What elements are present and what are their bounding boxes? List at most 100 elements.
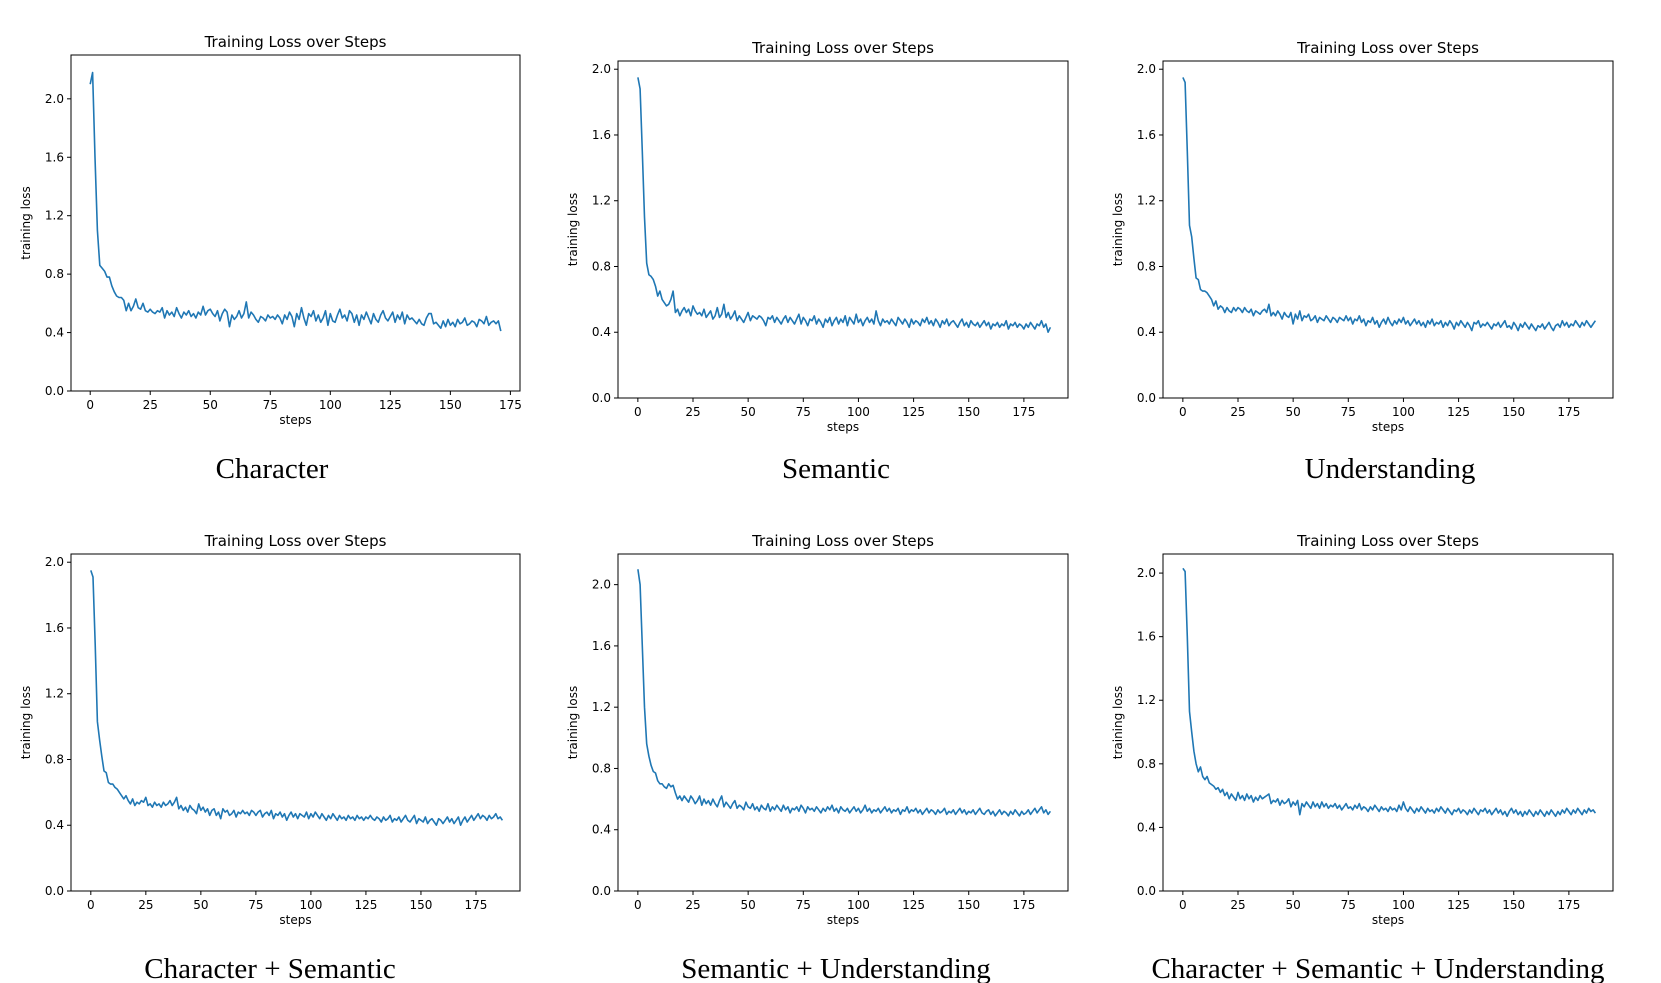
chart-panel-2: Training Loss over Steps 0 25 50 75 100 125 150… — [566, 39, 1069, 485]
x-tick-label: 150 — [1502, 405, 1525, 419]
x-tick-label: 100 — [847, 405, 870, 419]
y-tick-label: 2.0 — [592, 578, 611, 592]
y-tick-label: 2.0 — [45, 92, 64, 106]
x-tick-label: 100 — [1392, 405, 1415, 419]
plot-title: Training Loss over Steps — [204, 33, 387, 51]
x-tick-label: 0 — [1179, 405, 1187, 419]
x-tick-label: 125 — [1447, 898, 1470, 912]
plot-title: Training Loss over Steps — [751, 39, 934, 57]
x-tick-label: 75 — [1341, 898, 1356, 912]
x-tick-label: 50 — [741, 898, 756, 912]
series-line — [89, 71, 502, 332]
y-tick-label: 1.6 — [45, 150, 64, 164]
x-tick-label: 125 — [354, 898, 377, 912]
y-tick-label: 2.0 — [1137, 566, 1156, 580]
y-tick-label: 1.2 — [45, 687, 64, 701]
x-tick-label: 50 — [741, 405, 756, 419]
chart-panel-3: Training Loss over Steps 0 25 50 75 100 125 150… — [1111, 39, 1614, 485]
x-tick-label: 25 — [1230, 898, 1245, 912]
y-axis-label: training loss — [566, 193, 580, 266]
panel-caption: Character + Semantic + Understanding — [1151, 953, 1604, 983]
x-tick-label: 0 — [634, 898, 642, 912]
series-line — [1182, 77, 1597, 332]
y-tick-label: 1.6 — [1137, 128, 1156, 142]
x-tick-label: 25 — [685, 405, 700, 419]
series-line — [637, 569, 1052, 817]
y-tick-label: 0.4 — [592, 823, 611, 837]
panel-caption: Semantic + Understanding — [681, 953, 991, 983]
x-tick-label: 50 — [203, 398, 218, 412]
panel-caption: Character + Semantic — [144, 953, 395, 983]
x-tick-label: 75 — [263, 398, 278, 412]
x-tick-label: 25 — [143, 398, 158, 412]
plot-title: Training Loss over Steps — [204, 532, 387, 550]
x-tick-label: 125 — [902, 405, 925, 419]
x-tick-label: 0 — [1179, 898, 1187, 912]
y-axis-label: training loss — [566, 686, 580, 759]
y-tick-label: 0.0 — [592, 391, 611, 405]
y-tick-label: 2.0 — [1137, 62, 1156, 76]
y-tick-label: 0.4 — [592, 325, 611, 339]
y-tick-label: 0.4 — [45, 326, 64, 340]
y-tick-label: 0.4 — [1137, 325, 1156, 339]
series-line — [90, 570, 504, 827]
x-tick-label: 0 — [86, 398, 94, 412]
plot-frame — [1162, 60, 1614, 399]
x-axis-label: steps — [1372, 913, 1404, 927]
x-tick-label: 125 — [379, 398, 402, 412]
y-tick-label: 1.6 — [1137, 630, 1156, 644]
chart-panel-1: Training Loss over Steps 0 25 50 75 100 125 150… — [19, 33, 522, 485]
plot-title: Training Loss over Steps — [1296, 532, 1479, 550]
series-line — [637, 77, 1052, 334]
y-tick-label: 0.0 — [45, 884, 64, 898]
y-tick-label: 1.2 — [45, 209, 64, 223]
x-axis-label: steps — [827, 420, 859, 434]
x-tick-label: 50 — [1286, 898, 1301, 912]
panel-caption: Semantic — [782, 453, 890, 485]
y-tick-label: 1.2 — [1137, 693, 1156, 707]
panel-caption: Character — [216, 453, 329, 485]
x-tick-label: 50 — [1286, 405, 1301, 419]
x-tick-label: 75 — [248, 898, 263, 912]
y-tick-label: 0.4 — [45, 818, 64, 832]
x-tick-label: 25 — [685, 898, 700, 912]
x-tick-label: 75 — [796, 405, 811, 419]
x-tick-label: 75 — [796, 898, 811, 912]
y-tick-label: 2.0 — [592, 62, 611, 76]
x-tick-label: 175 — [499, 398, 522, 412]
plot-frame — [617, 60, 1069, 399]
x-tick-label: 150 — [957, 405, 980, 419]
x-axis-label: steps — [279, 913, 311, 927]
chart-panel-6: Training Loss over Steps 0 25 50 75 100 125 150… — [1111, 532, 1614, 983]
y-axis-label: training loss — [19, 186, 33, 259]
y-tick-label: 0.8 — [45, 752, 64, 766]
y-axis-label: training loss — [1111, 686, 1125, 759]
x-tick-label: 150 — [957, 898, 980, 912]
panel-caption: Understanding — [1305, 453, 1476, 485]
y-tick-label: 1.6 — [592, 639, 611, 653]
y-tick-label: 0.8 — [592, 259, 611, 273]
x-tick-label: 25 — [138, 898, 153, 912]
y-tick-label: 1.2 — [592, 194, 611, 208]
x-tick-label: 175 — [1557, 405, 1580, 419]
x-tick-label: 175 — [1012, 898, 1035, 912]
x-axis-label: steps — [827, 913, 859, 927]
plot-title: Training Loss over Steps — [1296, 39, 1479, 57]
x-tick-label: 150 — [1502, 898, 1525, 912]
x-tick-label: 100 — [319, 398, 342, 412]
x-tick-label: 175 — [1557, 898, 1580, 912]
x-axis-label: steps — [1372, 420, 1404, 434]
y-tick-label: 1.6 — [45, 621, 64, 635]
y-tick-label: 0.0 — [1137, 391, 1156, 405]
y-tick-label: 1.6 — [592, 128, 611, 142]
x-tick-label: 100 — [299, 898, 322, 912]
x-tick-label: 175 — [1012, 405, 1035, 419]
chart-panel-4: Training Loss over Steps 0 25 50 75 100 125 150… — [19, 532, 521, 983]
plot-frame — [1162, 553, 1614, 892]
x-tick-label: 175 — [465, 898, 488, 912]
x-tick-label: 150 — [439, 398, 462, 412]
x-tick-label: 25 — [1230, 405, 1245, 419]
y-tick-label: 2.0 — [45, 555, 64, 569]
y-tick-label: 1.2 — [1137, 194, 1156, 208]
